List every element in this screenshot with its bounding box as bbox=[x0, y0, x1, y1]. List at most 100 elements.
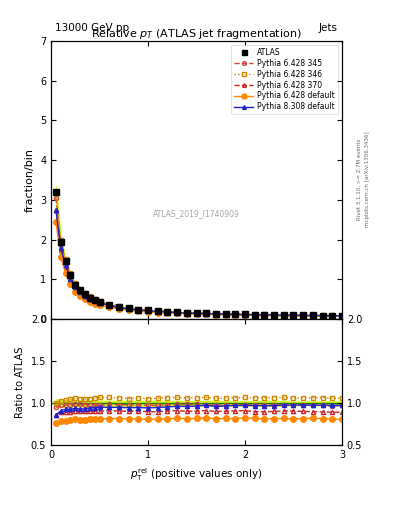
ATLAS bbox=[252, 311, 257, 317]
Pythia 6.428 default bbox=[301, 313, 305, 319]
Pythia 6.428 346 bbox=[53, 189, 58, 195]
Pythia 8.308 default bbox=[310, 312, 315, 318]
Pythia 6.428 default bbox=[68, 281, 73, 287]
Pythia 6.428 370 bbox=[310, 313, 315, 319]
Pythia 6.428 default bbox=[175, 310, 180, 316]
ATLAS bbox=[155, 308, 160, 314]
Pythia 6.428 345 bbox=[272, 312, 276, 318]
Pythia 6.428 370 bbox=[204, 311, 209, 317]
Pythia 6.428 370 bbox=[146, 308, 151, 314]
Pythia 6.428 370 bbox=[330, 313, 334, 319]
Pythia 8.308 default bbox=[291, 312, 296, 318]
Pythia 6.428 346 bbox=[117, 303, 121, 309]
Pythia 8.308 default bbox=[53, 207, 58, 213]
ATLAS bbox=[340, 313, 344, 319]
Pythia 6.428 345 bbox=[53, 195, 58, 201]
Pythia 6.428 345 bbox=[73, 283, 78, 289]
Pythia 6.428 default bbox=[310, 313, 315, 319]
Pythia 6.428 370 bbox=[301, 313, 305, 319]
Pythia 6.428 346 bbox=[223, 311, 228, 317]
Pythia 6.428 default bbox=[291, 313, 296, 319]
Pythia 6.428 346 bbox=[320, 312, 325, 318]
Title: Relative $p_T$ (ATLAS jet fragmentation): Relative $p_T$ (ATLAS jet fragmentation) bbox=[91, 27, 302, 41]
Pythia 6.428 346 bbox=[165, 308, 170, 314]
Pythia 6.428 346 bbox=[83, 290, 87, 296]
Pythia 6.428 default bbox=[136, 308, 141, 314]
Pythia 8.308 default bbox=[262, 312, 267, 318]
Pythia 6.428 default bbox=[184, 311, 189, 317]
Pythia 6.428 default bbox=[53, 219, 58, 225]
Pythia 6.428 default bbox=[63, 270, 68, 276]
ATLAS bbox=[184, 310, 189, 316]
Pythia 8.308 default bbox=[88, 296, 92, 302]
Pythia 8.308 default bbox=[301, 312, 305, 318]
Pythia 6.428 346 bbox=[340, 312, 344, 318]
ATLAS bbox=[281, 312, 286, 318]
ATLAS bbox=[97, 299, 102, 305]
Pythia 6.428 370 bbox=[97, 301, 102, 307]
Pythia 6.428 default bbox=[262, 312, 267, 318]
Pythia 6.428 346 bbox=[175, 309, 180, 315]
Pythia 6.428 346 bbox=[107, 301, 112, 307]
ATLAS bbox=[204, 310, 209, 316]
Pythia 6.428 345 bbox=[223, 311, 228, 317]
Pythia 8.308 default bbox=[204, 310, 209, 316]
Pythia 8.308 default bbox=[252, 312, 257, 318]
Text: Rivet 3.1.10, >= 2.7M events: Rivet 3.1.10, >= 2.7M events bbox=[357, 139, 362, 220]
Pythia 6.428 default bbox=[194, 311, 199, 317]
Legend: ATLAS, Pythia 6.428 345, Pythia 6.428 346, Pythia 6.428 370, Pythia 6.428 defaul: ATLAS, Pythia 6.428 345, Pythia 6.428 34… bbox=[231, 45, 338, 115]
Pythia 6.428 370 bbox=[233, 312, 238, 318]
Pythia 6.428 default bbox=[155, 310, 160, 316]
Pythia 6.428 370 bbox=[126, 306, 131, 312]
Pythia 6.428 345 bbox=[92, 297, 97, 304]
Pythia 6.428 370 bbox=[291, 312, 296, 318]
Pythia 8.308 default bbox=[146, 308, 151, 314]
Pythia 6.428 345 bbox=[155, 308, 160, 314]
Pythia 8.308 default bbox=[68, 275, 73, 282]
Pythia 6.428 345 bbox=[83, 292, 87, 298]
Pythia 6.428 346 bbox=[63, 257, 68, 263]
Pythia 6.428 345 bbox=[262, 312, 267, 318]
Pythia 6.428 default bbox=[92, 301, 97, 307]
ATLAS bbox=[136, 307, 141, 313]
ATLAS bbox=[92, 297, 97, 303]
Line: ATLAS: ATLAS bbox=[53, 189, 345, 318]
Pythia 6.428 370 bbox=[78, 290, 83, 296]
Pythia 6.428 default bbox=[272, 313, 276, 319]
Pythia 6.428 default bbox=[213, 312, 218, 318]
Pythia 6.428 346 bbox=[155, 308, 160, 314]
ATLAS bbox=[78, 287, 83, 293]
Pythia 6.428 370 bbox=[63, 264, 68, 270]
Pythia 6.428 345 bbox=[233, 311, 238, 317]
Pythia 6.428 345 bbox=[340, 313, 344, 319]
ATLAS bbox=[301, 312, 305, 318]
Pythia 8.308 default bbox=[184, 310, 189, 316]
Pythia 6.428 default bbox=[78, 293, 83, 299]
Pythia 6.428 346 bbox=[68, 270, 73, 276]
Pythia 8.308 default bbox=[272, 312, 276, 318]
Pythia 6.428 345 bbox=[59, 241, 63, 247]
Pythia 6.428 370 bbox=[184, 310, 189, 316]
Pythia 6.428 370 bbox=[262, 312, 267, 318]
Pythia 6.428 345 bbox=[78, 288, 83, 294]
ATLAS bbox=[330, 312, 334, 318]
Pythia 6.428 default bbox=[59, 254, 63, 261]
Pythia 6.428 370 bbox=[83, 294, 87, 300]
Pythia 6.428 346 bbox=[272, 312, 276, 318]
Pythia 8.308 default bbox=[136, 307, 141, 313]
Pythia 6.428 346 bbox=[262, 311, 267, 317]
Pythia 6.428 345 bbox=[252, 312, 257, 318]
Pythia 6.428 345 bbox=[117, 304, 121, 310]
Pythia 6.428 default bbox=[83, 296, 87, 302]
Pythia 6.428 370 bbox=[117, 305, 121, 311]
ATLAS bbox=[310, 312, 315, 318]
Pythia 6.428 346 bbox=[194, 310, 199, 316]
Text: mcplots.cern.ch [arXiv:1306.3436]: mcplots.cern.ch [arXiv:1306.3436] bbox=[365, 132, 370, 227]
Pythia 6.428 346 bbox=[301, 312, 305, 318]
ATLAS bbox=[175, 309, 180, 315]
Pythia 6.428 345 bbox=[88, 295, 92, 301]
Text: 13000 GeV pp: 13000 GeV pp bbox=[55, 23, 129, 33]
Pythia 6.428 346 bbox=[78, 286, 83, 292]
Pythia 6.428 370 bbox=[136, 307, 141, 313]
Pythia 6.428 370 bbox=[320, 313, 325, 319]
